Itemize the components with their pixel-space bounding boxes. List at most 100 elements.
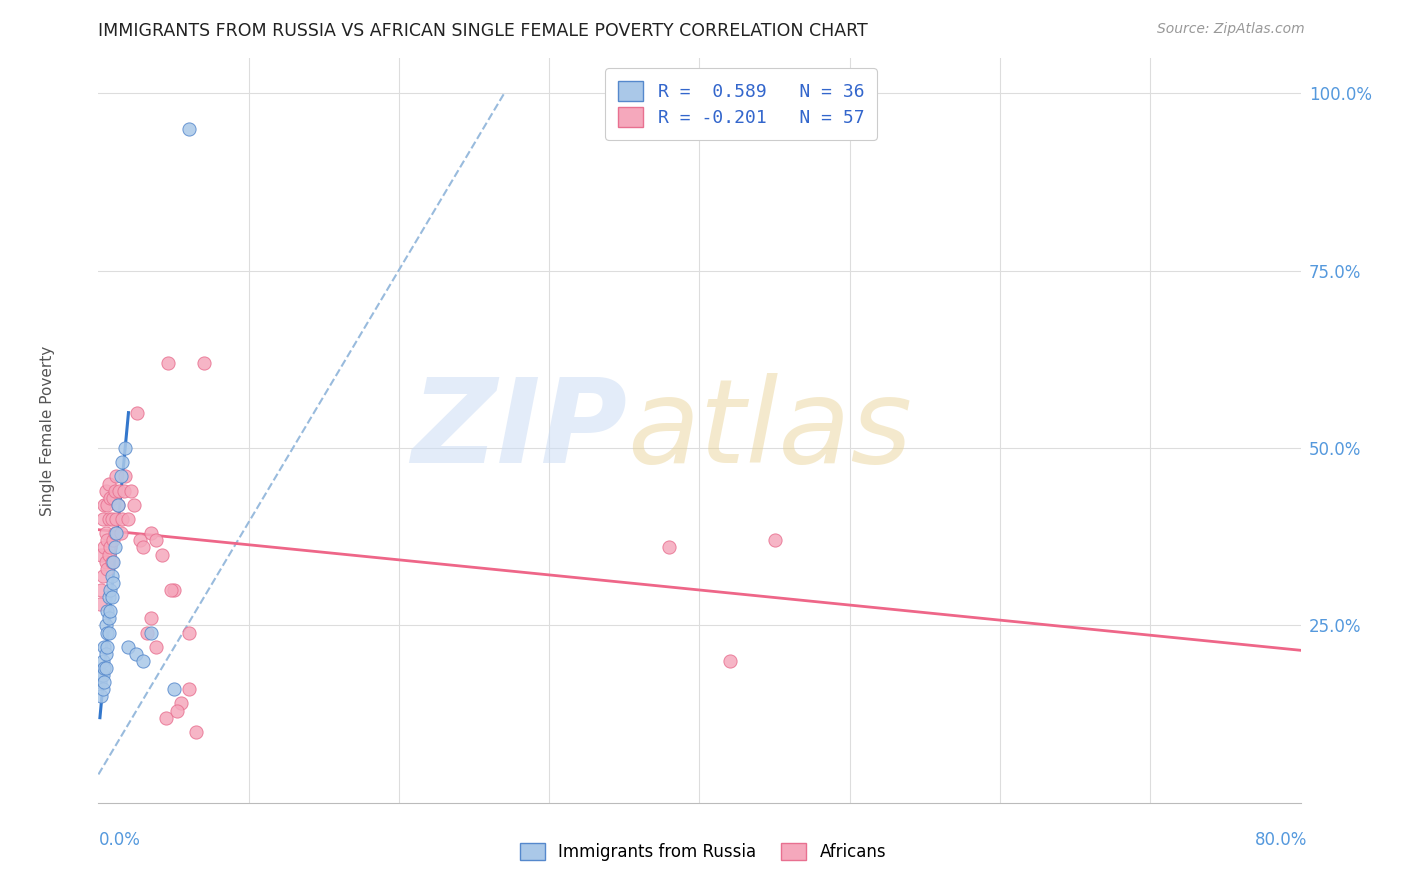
Point [93, 640, 115, 654]
Point [91, 654, 114, 668]
Point [114, 441, 136, 455]
Point [96, 625, 118, 640]
Point [93, 675, 115, 690]
Point [162, 682, 184, 697]
Point [96, 562, 118, 576]
Point [718, 654, 741, 668]
Point [150, 548, 173, 562]
Point [100, 582, 122, 597]
Text: ZIP: ZIP [412, 373, 627, 488]
Point [91, 668, 114, 682]
Point [94, 661, 117, 675]
Point [94, 483, 117, 498]
Point [93, 498, 115, 512]
Point [111, 512, 134, 526]
Point [139, 526, 162, 541]
Point [103, 533, 125, 548]
Point [94, 647, 117, 661]
Point [125, 647, 148, 661]
Text: atlas: atlas [627, 374, 912, 487]
Point [159, 582, 181, 597]
Point [170, 697, 193, 711]
Point [107, 498, 129, 512]
Point [96, 533, 118, 548]
Point [166, 704, 188, 718]
Point [177, 625, 200, 640]
Point [94, 618, 117, 632]
Point [97, 590, 120, 604]
Point [117, 640, 139, 654]
Point [91, 512, 114, 526]
Point [145, 640, 167, 654]
Point [108, 483, 131, 498]
Point [96, 640, 118, 654]
Point [156, 356, 179, 370]
Point [91, 682, 114, 697]
Point [177, 682, 200, 697]
Point [100, 604, 122, 618]
Point [110, 526, 132, 541]
Point [104, 526, 127, 541]
Point [177, 122, 200, 136]
Point [97, 548, 120, 562]
Point [184, 724, 207, 739]
Point [94, 555, 117, 569]
Point [101, 555, 124, 569]
Point [93, 541, 115, 555]
Point [132, 541, 155, 555]
Point [111, 455, 134, 469]
Point [97, 476, 120, 491]
Point [124, 498, 146, 512]
Point [100, 541, 122, 555]
Point [127, 406, 149, 420]
Point [90, 548, 112, 562]
Point [139, 611, 162, 625]
Point [114, 469, 136, 483]
Point [101, 590, 124, 604]
Point [93, 661, 115, 675]
Point [193, 356, 215, 370]
Text: 0.0%: 0.0% [98, 831, 141, 849]
Point [89, 675, 111, 690]
Point [145, 533, 167, 548]
Point [105, 526, 128, 541]
Point [97, 611, 120, 625]
Point [97, 625, 120, 640]
Point [763, 533, 786, 548]
Text: IMMIGRANTS FROM RUSSIA VS AFRICAN SINGLE FEMALE POVERTY CORRELATION CHART: IMMIGRANTS FROM RUSSIA VS AFRICAN SINGLE… [98, 22, 868, 40]
Point [103, 555, 125, 569]
Point [96, 498, 118, 512]
Point [155, 711, 177, 725]
Point [103, 575, 125, 590]
Point [90, 668, 112, 682]
Text: Source: ZipAtlas.com: Source: ZipAtlas.com [1157, 22, 1305, 37]
Point [100, 491, 122, 505]
Point [89, 597, 111, 611]
Point [117, 512, 139, 526]
Point [90, 582, 112, 597]
Point [103, 491, 125, 505]
Point [105, 512, 128, 526]
Legend: R =  0.589   N = 36, R = -0.201   N = 57: R = 0.589 N = 36, R = -0.201 N = 57 [605, 69, 877, 140]
Point [658, 541, 681, 555]
Point [135, 625, 157, 640]
Point [112, 483, 135, 498]
Point [121, 483, 143, 498]
Point [139, 625, 162, 640]
Point [104, 483, 127, 498]
Point [132, 654, 155, 668]
Point [90, 690, 112, 704]
Point [110, 469, 132, 483]
Point [162, 582, 184, 597]
Point [107, 498, 129, 512]
Point [94, 526, 117, 541]
Legend: Immigrants from Russia, Africans: Immigrants from Russia, Africans [513, 836, 893, 868]
Point [129, 533, 152, 548]
Point [97, 512, 120, 526]
Point [101, 569, 124, 583]
Text: Single Female Poverty: Single Female Poverty [41, 345, 55, 516]
Point [101, 512, 124, 526]
Point [104, 541, 127, 555]
Point [96, 604, 118, 618]
Point [91, 569, 114, 583]
